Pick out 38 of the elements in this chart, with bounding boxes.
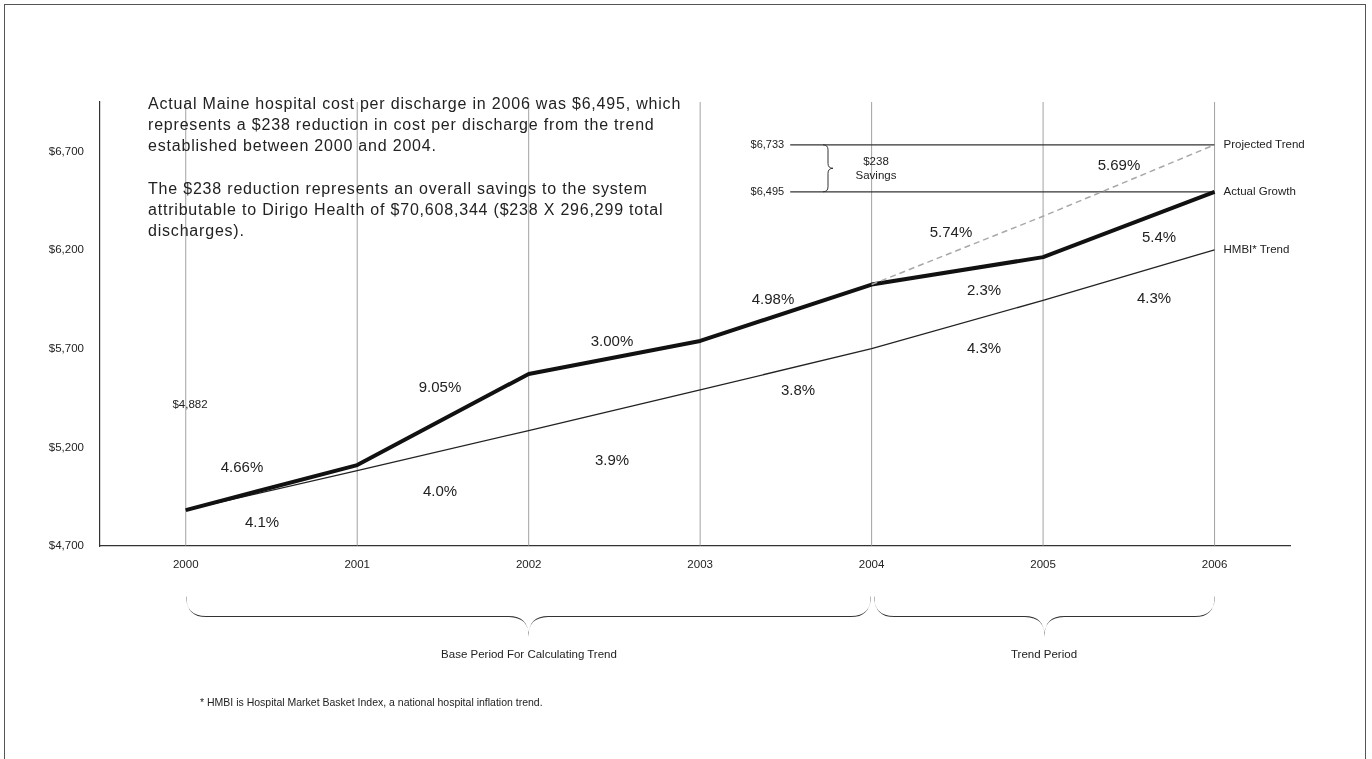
annotation: 9.05% bbox=[418, 378, 462, 396]
annotation: 4.1% bbox=[244, 513, 280, 531]
ref-line-label: $6,733 bbox=[750, 137, 785, 150]
annotation: The $238 reduction represents an overall savings to the system attributable to Dirigo Health of $70,608,344 ($238 X 296,299 total discharges). bbox=[148, 179, 665, 241]
annotation: 4.3% bbox=[1136, 289, 1172, 307]
x-tick-label: 2005 bbox=[1030, 558, 1056, 571]
annotation: 3.9% bbox=[594, 451, 630, 469]
annotation: 2.3% bbox=[966, 281, 1002, 299]
x-tick-label: 2006 bbox=[1201, 558, 1228, 571]
series-label: HMBI* Trend bbox=[1223, 242, 1290, 255]
y-tick-label: $6,700 bbox=[48, 144, 84, 157]
ref-line-label: $6,495 bbox=[750, 184, 785, 197]
annotation: 4.98% bbox=[751, 290, 795, 308]
annotation: 5.4% bbox=[1141, 228, 1177, 246]
x-tick-label: 2002 bbox=[515, 558, 542, 571]
annotation: $238 Savings bbox=[855, 155, 897, 183]
annotation: 5.69% bbox=[1097, 156, 1141, 174]
series-label: Projected Trend bbox=[1223, 137, 1305, 150]
annotation: 5.74% bbox=[929, 223, 973, 241]
annotation: Actual Maine hospital cost per discharge in 2006 was $6,495, which represents a $238 reduction in cost per discharge from the trend established between 2000 and 2004. bbox=[148, 94, 683, 156]
annotation: 3.00% bbox=[590, 332, 634, 350]
annotation: 4.66% bbox=[220, 458, 264, 476]
y-tick-label: $4,700 bbox=[48, 539, 84, 552]
annotation: 4.3% bbox=[966, 339, 1002, 357]
x-tick-label: 2004 bbox=[858, 558, 885, 571]
y-tick-label: $5,200 bbox=[48, 440, 84, 453]
annotation: 4.0% bbox=[422, 482, 458, 500]
series-label: Actual Growth bbox=[1223, 184, 1296, 197]
x-tick-label: 2003 bbox=[687, 558, 713, 571]
text: Trend Period bbox=[1010, 648, 1078, 662]
text: Base Period For Calculating Trend bbox=[441, 648, 617, 662]
x-tick-label: 2001 bbox=[344, 558, 370, 571]
annotation: $4,882 bbox=[172, 398, 208, 412]
annotation: 3.8% bbox=[780, 381, 816, 399]
text: * HMBI is Hospital Market Basket Index, a national hospital inflation trend. bbox=[200, 695, 543, 709]
y-tick-label: $6,200 bbox=[48, 243, 84, 256]
y-tick-label: $5,700 bbox=[48, 341, 84, 354]
x-tick-label: 2000 bbox=[172, 558, 199, 571]
